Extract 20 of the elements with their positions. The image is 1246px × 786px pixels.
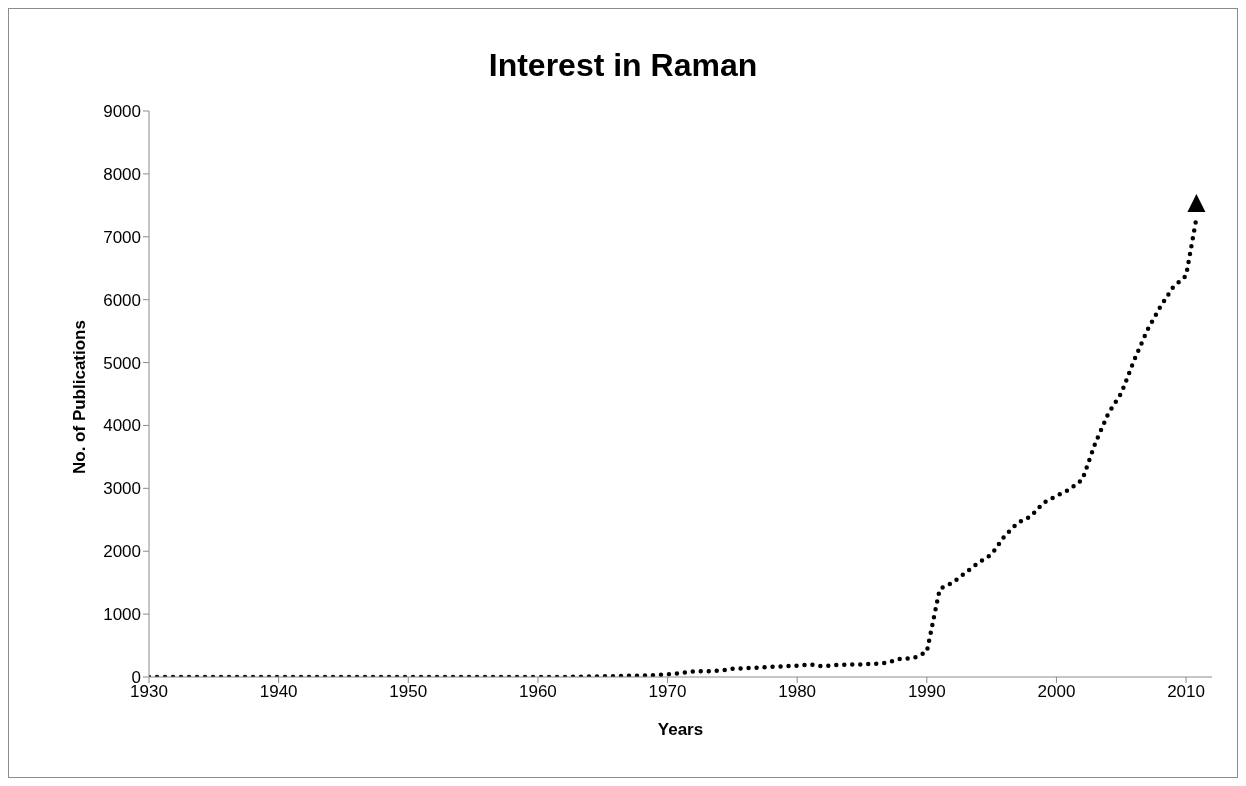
y-tick-label: 2000	[103, 542, 141, 562]
x-tick-label: 1970	[648, 682, 687, 702]
y-tick-label: 1000	[103, 605, 141, 625]
y-axis-title: No. of Publications	[70, 320, 90, 474]
x-axis-title: Years	[657, 720, 704, 739]
x-tick-label: 2000	[1037, 682, 1076, 702]
y-tick-label: 5000	[103, 353, 141, 373]
y-tick-label: 4000	[103, 416, 141, 436]
y-tick-label: 8000	[103, 164, 141, 184]
x-tick-label: 1960	[518, 682, 557, 702]
y-tick-label: 3000	[103, 479, 141, 499]
y-tick-label: 9000	[103, 102, 141, 122]
x-tick-label: 1940	[259, 682, 298, 702]
x-tick-label: 2010	[1167, 682, 1205, 702]
x-tick-label: 1990	[907, 682, 946, 702]
x-tick-label: 1950	[389, 682, 428, 702]
y-tick-label: 7000	[103, 227, 141, 247]
chart-title: Interest in Raman	[487, 47, 759, 84]
x-tick-label: 1980	[778, 682, 817, 702]
y-tick-label: 6000	[103, 290, 141, 310]
